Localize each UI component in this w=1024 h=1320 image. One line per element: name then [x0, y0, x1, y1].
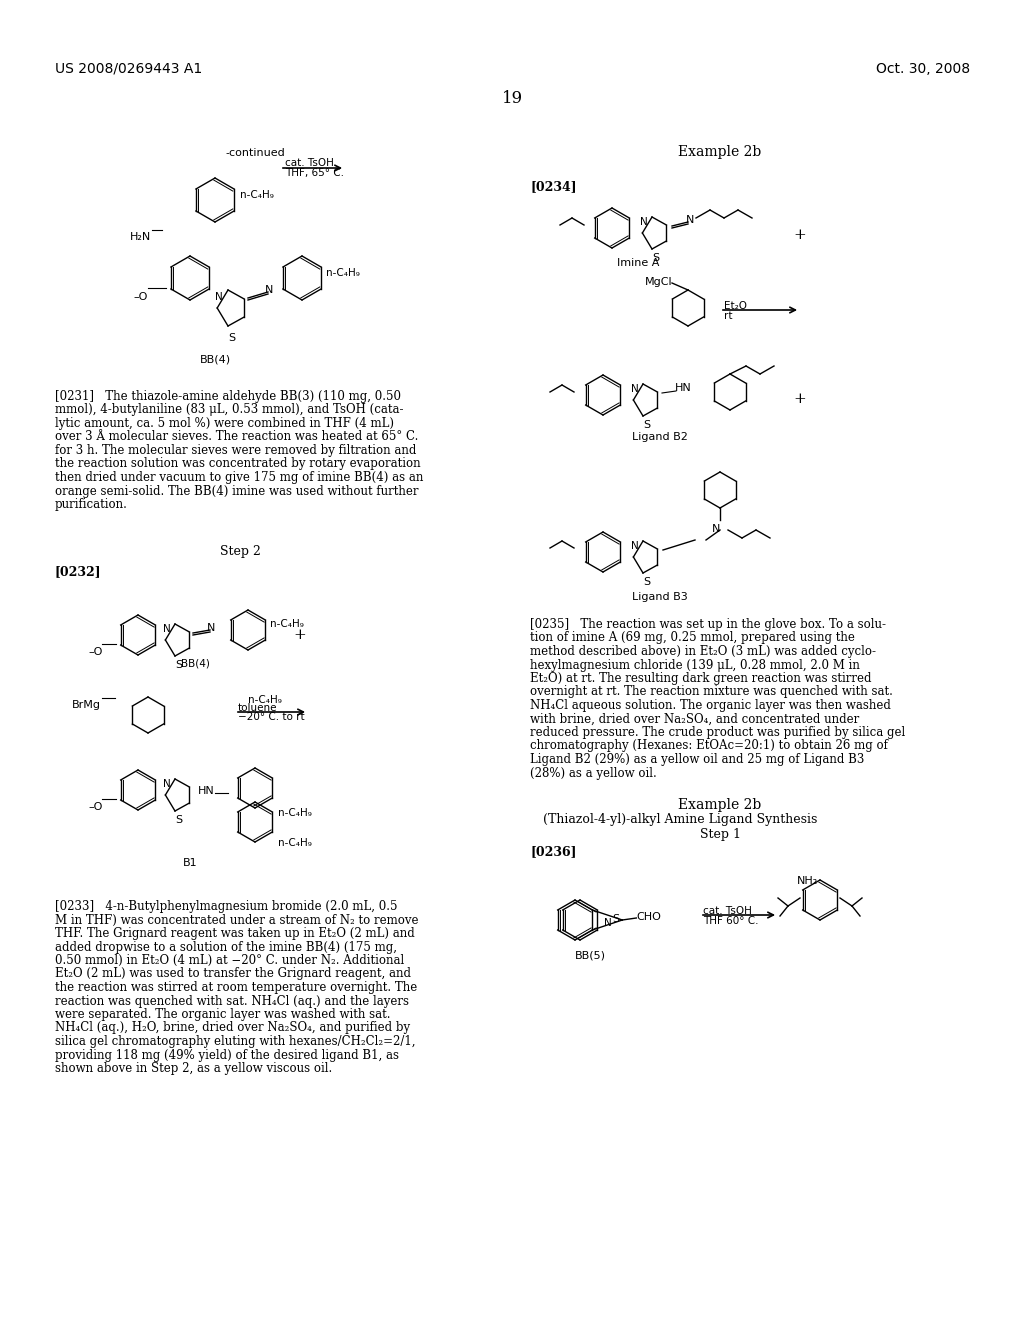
Text: N: N	[631, 541, 639, 550]
Text: the reaction solution was concentrated by rotary evaporation: the reaction solution was concentrated b…	[55, 458, 421, 470]
Text: S: S	[652, 253, 659, 263]
Text: HN: HN	[198, 785, 215, 796]
Text: THF. The Grignard reagent was taken up in Et₂O (2 mL) and: THF. The Grignard reagent was taken up i…	[55, 927, 415, 940]
Text: MgCl: MgCl	[645, 277, 673, 286]
Text: Ligand B2 (29%) as a yellow oil and 25 mg of Ligand B3: Ligand B2 (29%) as a yellow oil and 25 m…	[530, 752, 864, 766]
Text: H₂N: H₂N	[130, 232, 152, 242]
Text: Step 2: Step 2	[219, 545, 260, 558]
Text: NH₄Cl (aq.), H₂O, brine, dried over Na₂SO₄, and purified by: NH₄Cl (aq.), H₂O, brine, dried over Na₂S…	[55, 1022, 411, 1035]
Text: N: N	[604, 917, 612, 928]
Text: BB(5): BB(5)	[574, 950, 605, 960]
Text: tion of imine A (69 mg, 0.25 mmol, prepared using the: tion of imine A (69 mg, 0.25 mmol, prepa…	[530, 631, 855, 644]
Text: S: S	[228, 333, 236, 343]
Text: N: N	[712, 524, 720, 535]
Text: added dropwise to a solution of the imine BB(4) (175 mg,: added dropwise to a solution of the imin…	[55, 940, 397, 953]
Text: N: N	[631, 384, 639, 393]
Text: M in THF) was concentrated under a stream of N₂ to remove: M in THF) was concentrated under a strea…	[55, 913, 419, 927]
Text: B1: B1	[182, 858, 198, 869]
Text: n-C₄H₉: n-C₄H₉	[240, 190, 273, 201]
Text: BB(4): BB(4)	[200, 355, 230, 366]
Text: –O: –O	[88, 647, 102, 657]
Text: N: N	[686, 215, 694, 224]
Text: method described above) in Et₂O (3 mL) was added cyclo-: method described above) in Et₂O (3 mL) w…	[530, 645, 876, 657]
Text: N: N	[640, 216, 648, 227]
Text: CHO: CHO	[636, 912, 662, 921]
Text: chromatography (Hexanes: EtOAc=20:1) to obtain 26 mg of: chromatography (Hexanes: EtOAc=20:1) to …	[530, 739, 888, 752]
Text: N: N	[163, 779, 171, 789]
Text: -continued: -continued	[225, 148, 285, 158]
Text: S: S	[643, 577, 650, 587]
Text: mmol), 4-butylaniline (83 μL, 0.53 mmol), and TsOH (cata-: mmol), 4-butylaniline (83 μL, 0.53 mmol)…	[55, 404, 403, 417]
Text: Ligand B2: Ligand B2	[632, 432, 688, 442]
Text: S: S	[175, 660, 182, 671]
Text: Et₂O: Et₂O	[724, 301, 746, 312]
Text: –O: –O	[88, 803, 102, 812]
Text: the reaction was stirred at room temperature overnight. The: the reaction was stirred at room tempera…	[55, 981, 417, 994]
Text: BB(4): BB(4)	[180, 657, 210, 668]
Text: Et₂O (2 mL) was used to transfer the Grignard reagent, and: Et₂O (2 mL) was used to transfer the Gri…	[55, 968, 411, 981]
Text: NH₂: NH₂	[798, 876, 818, 886]
Text: rt: rt	[724, 312, 732, 321]
Text: (Thiazol-4-yl)-alkyl Amine Ligand Synthesis: (Thiazol-4-yl)-alkyl Amine Ligand Synthe…	[543, 813, 817, 826]
Text: n-C₄H₉: n-C₄H₉	[326, 268, 359, 279]
Text: reaction was quenched with sat. NH₄Cl (aq.) and the layers: reaction was quenched with sat. NH₄Cl (a…	[55, 994, 409, 1007]
Text: lytic amount, ca. 5 mol %) were combined in THF (4 mL): lytic amount, ca. 5 mol %) were combined…	[55, 417, 394, 430]
Text: shown above in Step 2, as a yellow viscous oil.: shown above in Step 2, as a yellow visco…	[55, 1063, 332, 1074]
Text: [0236]: [0236]	[530, 845, 577, 858]
Text: −20° C. to rt: −20° C. to rt	[238, 711, 304, 722]
Text: [0233]   4-n-Butylphenylmagnesium bromide (2.0 mL, 0.5: [0233] 4-n-Butylphenylmagnesium bromide …	[55, 900, 397, 913]
Text: N: N	[163, 624, 171, 634]
Text: purification.: purification.	[55, 498, 128, 511]
Text: NH₄Cl aqueous solution. The organic layer was then washed: NH₄Cl aqueous solution. The organic laye…	[530, 700, 891, 711]
Text: BrMg: BrMg	[72, 700, 101, 710]
Text: 0.50 mmol) in Et₂O (4 mL) at −20° C. under N₂. Additional: 0.50 mmol) in Et₂O (4 mL) at −20° C. und…	[55, 954, 404, 968]
Text: N: N	[215, 292, 223, 302]
Text: 19: 19	[502, 90, 522, 107]
Text: [0235]   The reaction was set up in the glove box. To a solu-: [0235] The reaction was set up in the gl…	[530, 618, 886, 631]
Text: Et₂O) at rt. The resulting dark green reaction was stirred: Et₂O) at rt. The resulting dark green re…	[530, 672, 871, 685]
Text: Imine A: Imine A	[616, 257, 659, 268]
Text: Step 1: Step 1	[699, 828, 740, 841]
Text: cat. TsOH: cat. TsOH	[703, 906, 752, 916]
Text: reduced pressure. The crude product was purified by silica gel: reduced pressure. The crude product was …	[530, 726, 905, 739]
Text: (28%) as a yellow oil.: (28%) as a yellow oil.	[530, 767, 656, 780]
Text: HN: HN	[675, 383, 692, 393]
Text: over 3 Å molecular sieves. The reaction was heated at 65° C.: over 3 Å molecular sieves. The reaction …	[55, 430, 419, 444]
Text: Ligand B3: Ligand B3	[632, 591, 688, 602]
Text: S: S	[175, 814, 182, 825]
Text: Oct. 30, 2008: Oct. 30, 2008	[876, 62, 970, 77]
Text: providing 118 mg (49% yield) of the desired ligand B1, as: providing 118 mg (49% yield) of the desi…	[55, 1048, 399, 1061]
Text: +: +	[294, 628, 306, 642]
Text: +: +	[794, 392, 806, 407]
Text: –O: –O	[133, 292, 147, 302]
Text: hexylmagnesium chloride (139 μL, 0.28 mmol, 2.0 M in: hexylmagnesium chloride (139 μL, 0.28 mm…	[530, 659, 860, 672]
Text: US 2008/0269443 A1: US 2008/0269443 A1	[55, 62, 203, 77]
Text: n-C₄H₉: n-C₄H₉	[278, 838, 312, 847]
Text: overnight at rt. The reaction mixture was quenched with sat.: overnight at rt. The reaction mixture wa…	[530, 685, 893, 698]
Text: Example 2b: Example 2b	[678, 799, 762, 812]
Text: n-C₄H₉: n-C₄H₉	[270, 619, 304, 630]
Text: +: +	[794, 228, 806, 242]
Text: [0232]: [0232]	[55, 565, 101, 578]
Text: with brine, dried over Na₂SO₄, and concentrated under: with brine, dried over Na₂SO₄, and conce…	[530, 713, 859, 726]
Text: THF, 65° C.: THF, 65° C.	[285, 168, 344, 178]
Text: toluene: toluene	[238, 704, 278, 713]
Text: [0234]: [0234]	[530, 180, 577, 193]
Text: [0231]   The thiazole-amine aldehyde BB(3) (110 mg, 0.50: [0231] The thiazole-amine aldehyde BB(3)…	[55, 389, 401, 403]
Text: orange semi-solid. The BB(4) imine was used without further: orange semi-solid. The BB(4) imine was u…	[55, 484, 419, 498]
Text: N: N	[265, 285, 273, 294]
Text: for 3 h. The molecular sieves were removed by filtration and: for 3 h. The molecular sieves were remov…	[55, 444, 417, 457]
Text: were separated. The organic layer was washed with sat.: were separated. The organic layer was wa…	[55, 1008, 390, 1020]
Text: S: S	[643, 420, 650, 430]
Text: then dried under vacuum to give 175 mg of imine BB(4) as an: then dried under vacuum to give 175 mg o…	[55, 471, 423, 484]
Text: THF 60° C.: THF 60° C.	[703, 916, 759, 927]
Text: n-C₄H₉: n-C₄H₉	[248, 696, 282, 705]
Text: Example 2b: Example 2b	[678, 145, 762, 158]
Text: N: N	[207, 623, 215, 634]
Text: cat. TsOH: cat. TsOH	[285, 158, 334, 168]
Text: silica gel chromatography eluting with hexanes/CH₂Cl₂=2/1,: silica gel chromatography eluting with h…	[55, 1035, 416, 1048]
Text: S: S	[612, 913, 620, 924]
Text: n-C₄H₉: n-C₄H₉	[278, 808, 312, 818]
